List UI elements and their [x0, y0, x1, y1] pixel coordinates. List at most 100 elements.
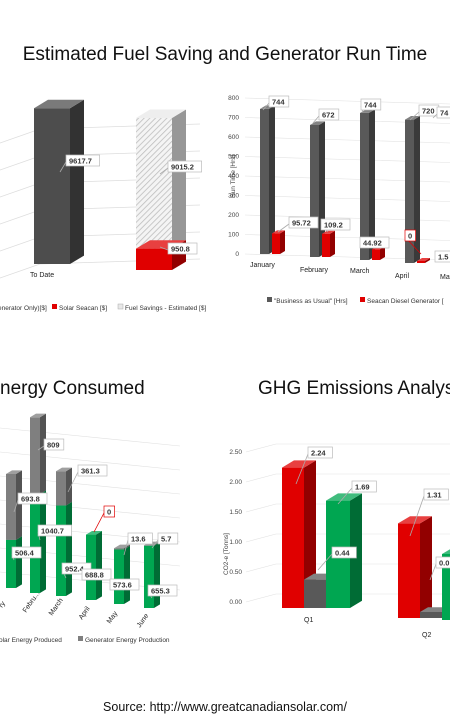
legend-swatch-bau [267, 297, 272, 302]
category-label: To Date [30, 272, 54, 279]
gridline [245, 503, 277, 513]
label-mar-gen-box [359, 236, 390, 249]
label-feb-solar-box [37, 524, 72, 537]
label-q1-grey: 0.44 [335, 549, 350, 558]
bar-generator-only [34, 99, 84, 264]
label-q1-green: 1.69 [355, 483, 370, 492]
y-tick: 200 [228, 212, 239, 219]
label-q1-red-leader [295, 453, 309, 485]
label-mar-solar-box [61, 562, 92, 575]
label-apr-solar-box [81, 568, 112, 581]
label-mar-bau: 744 [364, 101, 377, 110]
label-mar-gen: 44.92 [363, 239, 382, 248]
category-label: February [300, 267, 329, 274]
label-may-solar: 573.6 [113, 581, 132, 590]
label-q2-red-box [423, 488, 449, 501]
label-feb-gen-box [43, 438, 65, 451]
label-jan-solar-box [11, 546, 42, 559]
ghg-emissions-chart: 2.50 2.00 1.50 1.00 0.50 0.00 CO2-e [Tonns] 2.2… [223, 443, 450, 639]
bar-fuel-savings [136, 109, 186, 262]
y-tick: 0.50 [229, 569, 242, 576]
gridline [245, 563, 277, 573]
label-jan-gen-leader [13, 499, 19, 513]
y-tick: 700 [228, 115, 239, 122]
category-label: May [106, 610, 120, 625]
run-time-chart: 800 700 600 500 400 300 200 100 0 Run Time [Hrs] J… [228, 95, 450, 305]
label-apr-gen-box [103, 505, 115, 518]
gridline [0, 209, 41, 225]
label-mar-bau-box [360, 98, 382, 111]
y-tick: 1.50 [229, 509, 242, 516]
y-axis-label: CO2-e [Tonns] [223, 533, 230, 575]
bar-generator-energy [56, 467, 72, 506]
category-label-q1: Q1 [304, 617, 313, 624]
category-label: ry [0, 600, 7, 609]
label-jan-gen-box [17, 492, 48, 505]
gridline [0, 475, 181, 495]
legend-generator-only: enerator Only)[$] [0, 305, 47, 312]
label-fuel-savings-box [167, 160, 202, 173]
energy-chart-title: nergy Consumed [0, 378, 145, 399]
label-apr-solar: 688.8 [85, 571, 104, 580]
label-jan-solar: 506.4 [15, 549, 35, 558]
category-label: March [350, 268, 370, 275]
legend-solar-seacan: Solar Seacan [$] [59, 305, 107, 312]
y-tick: 0.00 [229, 599, 242, 606]
gridline [245, 593, 277, 603]
label-feb-gen-box [320, 218, 351, 231]
legend-fuel-savings: Fuel Savings - Estimated [$] [125, 305, 206, 312]
label-solar-seacan-box [167, 242, 198, 255]
label-jan-bau-box [268, 95, 290, 108]
label-mar-gen-box [77, 464, 108, 477]
ghg-chart-title: GHG Emissions Analys [258, 378, 450, 399]
label-q2-grey-box [435, 556, 450, 569]
bar-seacan-generator [272, 230, 285, 254]
legend-swatch-savings [117, 303, 124, 310]
label-mar-gen: 361.3 [81, 467, 100, 476]
label-fuel-savings: 9015.2 [171, 163, 194, 172]
label-q1-green-box [351, 480, 377, 493]
label-generator-only-box [65, 154, 100, 167]
category-label: January [250, 262, 275, 269]
label-may-gen: 1.5 [438, 253, 448, 262]
bar-generator-energy [6, 470, 22, 540]
label-q1-grey-leader [317, 553, 333, 571]
label-jan-gen: 95.72 [292, 219, 311, 228]
label-q2-red: 1.31 [427, 491, 442, 500]
label-may-gen-leader [123, 539, 129, 556]
gridline [0, 236, 41, 252]
gridline [245, 473, 277, 483]
label-jun-gen-box [157, 532, 179, 545]
label-q1-red-box [307, 446, 333, 459]
bar-seacan-generator [417, 258, 430, 263]
label-solar-seacan: 950.8 [171, 245, 190, 254]
legend-generator-energy: Generator Energy Production [85, 637, 170, 644]
gridline [0, 182, 41, 198]
category-label: June [136, 613, 151, 630]
bar-q2-red [398, 516, 432, 618]
category-label: April [395, 273, 409, 280]
category-label: Febru... [22, 590, 42, 614]
label-generator-only-leader [59, 161, 67, 173]
bar-seacan-generator [322, 230, 335, 257]
bar-solar-energy [6, 536, 22, 588]
gridline [0, 155, 41, 171]
label-jan-bau-leader [262, 102, 270, 111]
legend-business-as-usual: "Business as Usual" [Hrs] [274, 298, 348, 305]
label-jun-gen: 5.7 [161, 535, 171, 544]
label-apr-gen-box [404, 229, 416, 242]
category-label: May [440, 274, 450, 281]
label-jan-gen: 693.8 [21, 495, 40, 504]
y-tick: 400 [228, 173, 239, 180]
label-may-gen: 13.6 [131, 535, 146, 544]
bar-solar-energy [144, 542, 160, 608]
label-feb-solar: 1040.7 [41, 527, 64, 536]
category-label: April [78, 605, 92, 621]
y-tick: 600 [228, 134, 239, 141]
gridline [0, 263, 41, 279]
bar-business-as-usual [260, 105, 275, 254]
bar-solar-energy [30, 490, 46, 593]
legend-seacan-generator: Seacan Diesel Generator [ [367, 298, 444, 305]
gridline [0, 427, 181, 447]
fuel-saving-chart: 9617.7 9015.2 950.8 To Date enerator Only)[$… [0, 99, 206, 312]
